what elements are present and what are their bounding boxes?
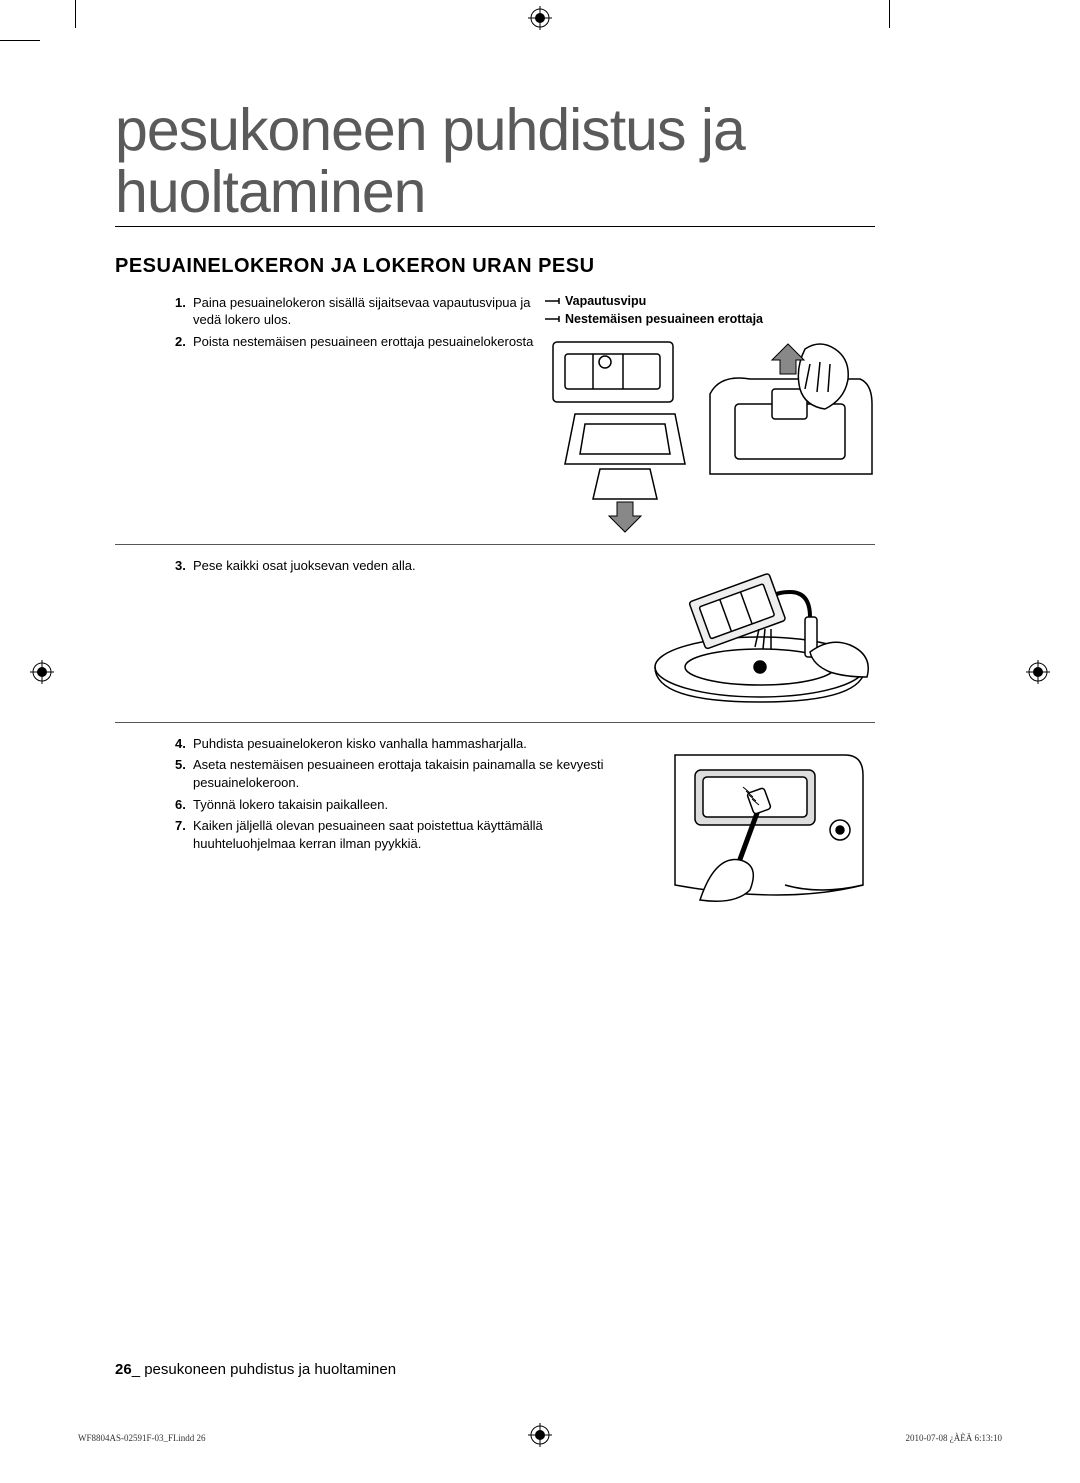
step-text: Kaiken jäljellä olevan pesuaineen saat p… <box>193 817 645 852</box>
step-number: 6. <box>175 796 193 814</box>
register-mark-icon <box>528 6 552 30</box>
illustration-brush-recess <box>655 735 875 905</box>
instruction-block: 1. Paina pesuainelokeron sisällä sijaits… <box>115 294 875 545</box>
step-text: Työnnä lokero takaisin paikalleen. <box>193 796 645 814</box>
print-timestamp: 2010-07-08 ¿ÀÈÄ 6:13:10 <box>906 1433 1003 1443</box>
step-number: 4. <box>175 735 193 753</box>
step-text: Aseta nestemäisen pesuaineen erottaja ta… <box>193 756 645 791</box>
instruction-step: 4. Puhdista pesuainelokeron kisko vanhal… <box>175 735 645 753</box>
text-column: 1. Paina pesuainelokeron sisällä sijaits… <box>115 294 545 355</box>
instruction-step: 1. Paina pesuainelokeron sisällä sijaits… <box>175 294 535 329</box>
step-number: 5. <box>175 756 193 791</box>
callout-text: Nestemäisen pesuaineen erottaja <box>565 312 763 326</box>
register-mark-icon <box>30 660 54 684</box>
instruction-step: 3. Pese kaikki osat juoksevan veden alla… <box>175 557 535 575</box>
footer-separator: _ <box>132 1361 145 1378</box>
page-number: 26 <box>115 1361 132 1378</box>
step-number: 1. <box>175 294 193 329</box>
step-number: 7. <box>175 817 193 852</box>
page-footer: 26_ pesukoneen puhdistus ja huoltaminen <box>115 1361 396 1378</box>
page-content: pesukoneen puhdistus ja huoltaminen PESU… <box>115 100 875 927</box>
step-number: 2. <box>175 333 193 351</box>
step-text: Pese kaikki osat juoksevan veden alla. <box>193 557 535 575</box>
print-footer: WF8804AS-02591F-03_FI.indd 26 2010-07-08… <box>78 1433 1002 1443</box>
crop-mark <box>0 40 40 41</box>
crop-mark <box>75 0 76 28</box>
illustration-rinse <box>545 557 875 712</box>
illustration-column <box>545 557 875 712</box>
arrow-icon <box>545 294 565 308</box>
print-file-id: WF8804AS-02591F-03_FI.indd 26 <box>78 1433 206 1443</box>
arrow-icon <box>545 312 565 326</box>
register-mark-icon <box>1026 660 1050 684</box>
instruction-step: 2. Poista nestemäisen pesuaineen erottaj… <box>175 333 535 351</box>
illustration-column: Vapautusvipu Nestemäisen pesuaineen erot… <box>545 294 875 534</box>
text-column: 4. Puhdista pesuainelokeron kisko vanhal… <box>115 735 655 856</box>
instruction-step: 6. Työnnä lokero takaisin paikalleen. <box>175 796 645 814</box>
callout-label: Nestemäisen pesuaineen erottaja <box>545 312 763 326</box>
illustration-drawer-pull <box>545 334 875 534</box>
text-column: 3. Pese kaikki osat juoksevan veden alla… <box>115 557 545 579</box>
instruction-step: 5. Aseta nestemäisen pesuaineen erottaja… <box>175 756 645 791</box>
step-number: 3. <box>175 557 193 575</box>
section-heading: PESUAINELOKERON JA LOKERON URAN PESU <box>115 255 875 278</box>
step-text: Poista nestemäisen pesuaineen erottaja p… <box>193 333 535 351</box>
callout-label: Vapautusvipu <box>545 294 646 308</box>
page-title: pesukoneen puhdistus ja huoltaminen <box>115 100 875 227</box>
instruction-block: 3. Pese kaikki osat juoksevan veden alla… <box>115 557 875 723</box>
illustration-column <box>655 735 875 905</box>
step-text: Paina pesuainelokeron sisällä sijaitseva… <box>193 294 535 329</box>
callout-text: Vapautusvipu <box>565 294 646 308</box>
step-text: Puhdista pesuainelokeron kisko vanhalla … <box>193 735 645 753</box>
instruction-step: 7. Kaiken jäljellä olevan pesuaineen saa… <box>175 817 645 852</box>
instruction-block: 4. Puhdista pesuainelokeron kisko vanhal… <box>115 735 875 915</box>
crop-mark <box>889 0 890 28</box>
footer-text: pesukoneen puhdistus ja huoltaminen <box>144 1361 396 1378</box>
